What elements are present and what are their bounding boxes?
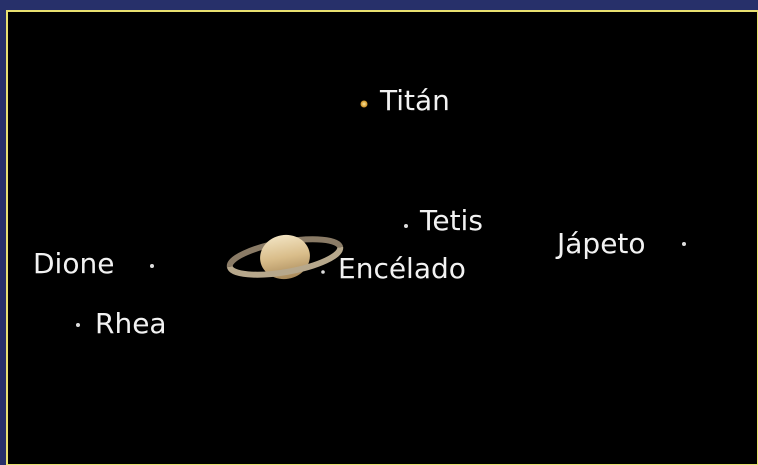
moon-label: Titán (379, 84, 450, 117)
page: Titán Tetis Jápeto Dione Encélado Rhea (… (0, 0, 758, 465)
moon-label: Jápeto (555, 227, 646, 260)
moon-label: Tetis (419, 204, 483, 237)
moon-dot (361, 101, 368, 108)
moon-label: Dione (33, 247, 114, 280)
moon-dot (150, 264, 154, 268)
moon-dot (321, 270, 325, 274)
moon-dot (682, 242, 686, 246)
moon-label: Encélado (338, 252, 466, 285)
moon-dot (404, 224, 408, 228)
sky-view: Titán Tetis Jápeto Dione Encélado Rhea (0, 0, 758, 465)
moon-dot (76, 323, 80, 327)
moon-label: Rhea (95, 307, 167, 340)
